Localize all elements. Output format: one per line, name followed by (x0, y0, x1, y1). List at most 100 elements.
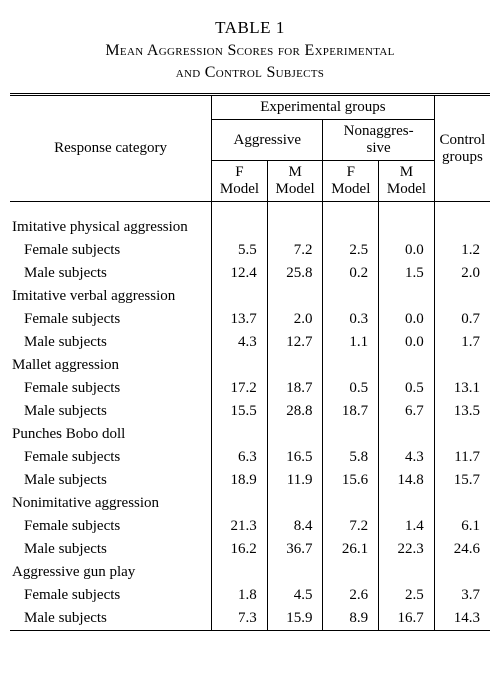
value-cell: 15.9 (267, 607, 323, 631)
table-row: Male subjects12.425.80.21.52.0 (10, 262, 490, 285)
empty-cell (323, 423, 379, 446)
empty-cell (379, 492, 435, 515)
table-row: Male subjects16.236.726.122.324.6 (10, 538, 490, 561)
empty-cell (379, 354, 435, 377)
category-row: Aggressive gun play (10, 561, 490, 584)
subject-label: Female subjects (10, 377, 212, 400)
empty-cell (267, 285, 323, 308)
category-label: Punches Bobo doll (10, 423, 212, 446)
value-cell: 2.5 (323, 239, 379, 262)
value-cell: 13.5 (434, 400, 490, 423)
empty-cell (212, 423, 268, 446)
table-row: Female subjects17.218.70.50.513.1 (10, 377, 490, 400)
value-cell: 18.7 (267, 377, 323, 400)
empty-cell (434, 492, 490, 515)
value-cell: 15.6 (323, 469, 379, 492)
table-row: Female subjects6.316.55.84.311.7 (10, 446, 490, 469)
subject-label: Male subjects (10, 400, 212, 423)
empty-cell (323, 216, 379, 239)
table-row: Male subjects4.312.71.10.01.7 (10, 331, 490, 354)
empty-cell (379, 423, 435, 446)
empty-cell (212, 492, 268, 515)
table-container: TABLE 1 Mean Aggression Scores for Exper… (10, 18, 490, 631)
empty-cell (434, 423, 490, 446)
value-cell: 7.3 (212, 607, 268, 631)
value-cell: 5.8 (323, 446, 379, 469)
value-cell: 2.0 (267, 308, 323, 331)
empty-cell (379, 216, 435, 239)
value-cell: 0.0 (379, 239, 435, 262)
table-row: Male subjects18.911.915.614.815.7 (10, 469, 490, 492)
subject-label: Male subjects (10, 469, 212, 492)
empty-cell (323, 561, 379, 584)
category-label: Imitative verbal aggression (10, 285, 212, 308)
value-cell: 25.8 (267, 262, 323, 285)
value-cell: 6.3 (212, 446, 268, 469)
value-cell: 0.2 (323, 262, 379, 285)
subject-label: Female subjects (10, 584, 212, 607)
category-row: Mallet aggression (10, 354, 490, 377)
subject-label: Female subjects (10, 515, 212, 538)
data-table: Response category Experimental groups Co… (10, 93, 490, 631)
value-cell: 2.5 (379, 584, 435, 607)
empty-cell (212, 285, 268, 308)
value-cell: 13.1 (434, 377, 490, 400)
empty-cell (267, 216, 323, 239)
value-cell: 0.0 (379, 331, 435, 354)
value-cell: 24.6 (434, 538, 490, 561)
empty-cell (434, 216, 490, 239)
header-f-model-nonagg: F Model (323, 161, 379, 202)
title-line-2: and Control Subjects (176, 64, 324, 81)
value-cell: 0.5 (379, 377, 435, 400)
category-label: Aggressive gun play (10, 561, 212, 584)
subject-label: Male subjects (10, 607, 212, 631)
subject-label: Female subjects (10, 239, 212, 262)
value-cell: 21.3 (212, 515, 268, 538)
value-cell: 7.2 (267, 239, 323, 262)
value-cell: 2.0 (434, 262, 490, 285)
value-cell: 16.7 (379, 607, 435, 631)
value-cell: 3.7 (434, 584, 490, 607)
category-label: Imitative physical aggression (10, 216, 212, 239)
empty-cell (267, 423, 323, 446)
subject-label: Male subjects (10, 538, 212, 561)
table-row: Female subjects21.38.47.21.46.1 (10, 515, 490, 538)
value-cell: 1.5 (379, 262, 435, 285)
value-cell: 5.5 (212, 239, 268, 262)
category-row: Imitative verbal aggression (10, 285, 490, 308)
value-cell: 16.5 (267, 446, 323, 469)
empty-cell (379, 285, 435, 308)
category-row: Punches Bobo doll (10, 423, 490, 446)
header-m-model-nonagg: M Model (379, 161, 435, 202)
value-cell: 22.3 (379, 538, 435, 561)
value-cell: 12.4 (212, 262, 268, 285)
value-cell: 6.1 (434, 515, 490, 538)
table-row: Female subjects5.57.22.50.01.2 (10, 239, 490, 262)
value-cell: 1.7 (434, 331, 490, 354)
subject-label: Female subjects (10, 308, 212, 331)
header-nonaggressive: Nonaggres- sive (323, 120, 434, 161)
empty-cell (267, 354, 323, 377)
empty-cell (323, 354, 379, 377)
table-row: Female subjects1.84.52.62.53.7 (10, 584, 490, 607)
category-label: Nonimitative aggression (10, 492, 212, 515)
title-line-1: Mean Aggression Scores for Experimental (105, 42, 394, 59)
value-cell: 36.7 (267, 538, 323, 561)
table-row: Male subjects7.315.98.916.714.3 (10, 607, 490, 631)
table-body: Imitative physical aggressionFemale subj… (10, 202, 490, 631)
value-cell: 16.2 (212, 538, 268, 561)
value-cell: 0.5 (323, 377, 379, 400)
table-head: Response category Experimental groups Co… (10, 95, 490, 202)
header-control-groups: Control groups (434, 95, 490, 202)
value-cell: 11.7 (434, 446, 490, 469)
table-row: Female subjects13.72.00.30.00.7 (10, 308, 490, 331)
value-cell: 4.5 (267, 584, 323, 607)
empty-cell (434, 285, 490, 308)
value-cell: 12.7 (267, 331, 323, 354)
value-cell: 1.4 (379, 515, 435, 538)
value-cell: 8.9 (323, 607, 379, 631)
value-cell: 4.3 (379, 446, 435, 469)
value-cell: 1.1 (323, 331, 379, 354)
subject-label: Male subjects (10, 331, 212, 354)
value-cell: 0.3 (323, 308, 379, 331)
